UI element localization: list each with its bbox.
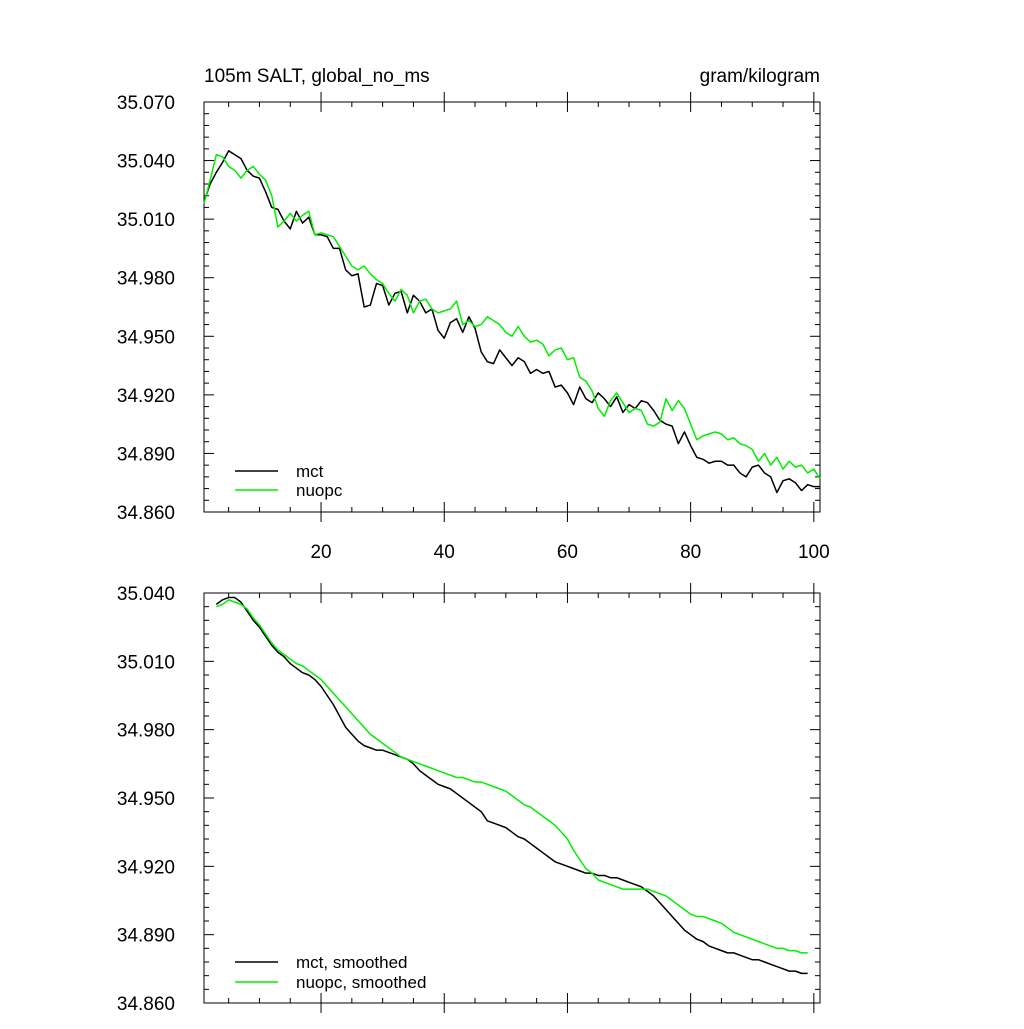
y-tick-label: 34.980 (117, 269, 175, 290)
y-tick-label: 34.950 (117, 327, 175, 348)
panel-top: 105m SALT, global_no_ms gram/kilogram 35… (117, 66, 830, 563)
y-tick-label: 34.920 (117, 386, 175, 407)
y-tick-label: 35.040 (117, 152, 175, 173)
y-tick-label: 35.040 (117, 584, 175, 605)
legend-top: mct nuopc (235, 462, 343, 500)
y-tick-label: 35.010 (117, 652, 175, 673)
y-tick-label: 34.950 (117, 789, 175, 810)
x-tick-label: 40 (434, 542, 455, 563)
y-tick-label: 34.890 (117, 444, 175, 465)
y-tick-label: 34.920 (117, 857, 175, 878)
x-tick-label: 20 (310, 542, 331, 563)
legend-label-mct: mct (296, 462, 324, 481)
plot-frame (204, 593, 820, 1003)
series-line-mct (204, 151, 820, 493)
y-tick-label: 34.860 (117, 503, 175, 524)
legend-label-nuopc-smoothed: nuopc, smoothed (296, 973, 426, 992)
series-line-nuopc-smoothed (216, 600, 807, 953)
legend-label-mct-smoothed: mct, smoothed (296, 953, 408, 972)
y-tick-label: 35.070 (117, 93, 175, 114)
y-tick-label: 34.860 (117, 994, 175, 1015)
legend-label-nuopc: nuopc (296, 481, 343, 500)
x-tick-label: 60 (557, 542, 578, 563)
x-tick-label: 80 (680, 542, 701, 563)
panel-bottom: 35.040 35.010 34.980 34.950 34.920 34.890 34.8… (117, 583, 820, 1015)
chart-title-left: 105m SALT, global_no_ms (204, 66, 430, 87)
series-line-nuopc (204, 155, 820, 479)
y-tick-label: 34.980 (117, 721, 175, 742)
chart-title-right: gram/kilogram (700, 66, 820, 87)
y-tick-label: 35.010 (117, 210, 175, 231)
plot-frame (204, 102, 820, 512)
legend-bottom: mct, smoothed nuopc, smoothed (235, 953, 426, 992)
y-tick-label: 34.890 (117, 926, 175, 947)
x-tick-label: 100 (798, 542, 830, 563)
series-line-mct-smoothed (216, 598, 807, 974)
